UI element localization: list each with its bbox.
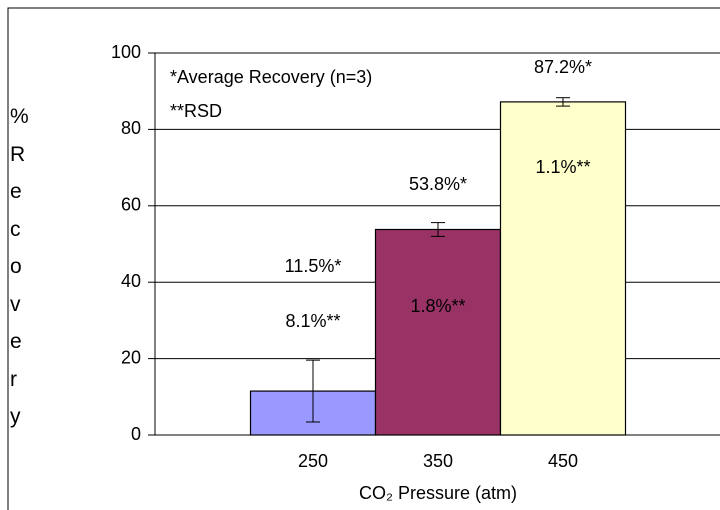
annotation: *Average Recovery (n=3) [170, 67, 372, 87]
value-label: 53.8%* [409, 174, 467, 194]
chart-frame [7, 7, 720, 510]
error-label: 8.1%** [285, 311, 340, 331]
y-tick-label: 80 [121, 118, 141, 138]
value-label: 87.2%* [534, 57, 592, 77]
error-label: 1.1%** [535, 157, 590, 177]
error-label: 1.8%** [410, 296, 465, 316]
value-label: 11.5%* [285, 256, 342, 276]
x-axis-label: CO₂ Pressure (atm) [359, 483, 517, 503]
x-tick-label: 450 [548, 451, 578, 471]
bar [499, 101, 627, 436]
y-tick-label: 20 [121, 347, 141, 367]
annotation: **RSD [170, 101, 222, 121]
y-tick-label: 60 [121, 195, 141, 215]
x-tick-label: 250 [298, 451, 328, 471]
y-tick-label: 100 [111, 42, 141, 62]
x-tick-label: 350 [423, 451, 453, 471]
bar [374, 228, 502, 436]
y-tick-label: 0 [131, 424, 141, 444]
y-tick-label: 40 [121, 271, 141, 291]
y-axis-label: %Recovery [10, 105, 29, 428]
